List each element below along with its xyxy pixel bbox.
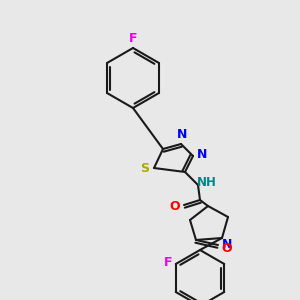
Text: N: N [177,128,187,142]
Text: N: N [222,238,232,250]
Text: NH: NH [197,176,217,190]
Text: F: F [164,256,172,268]
Text: F: F [129,32,137,44]
Text: N: N [197,148,207,160]
Text: O: O [170,200,180,212]
Text: S: S [140,161,149,175]
Text: O: O [222,242,232,256]
